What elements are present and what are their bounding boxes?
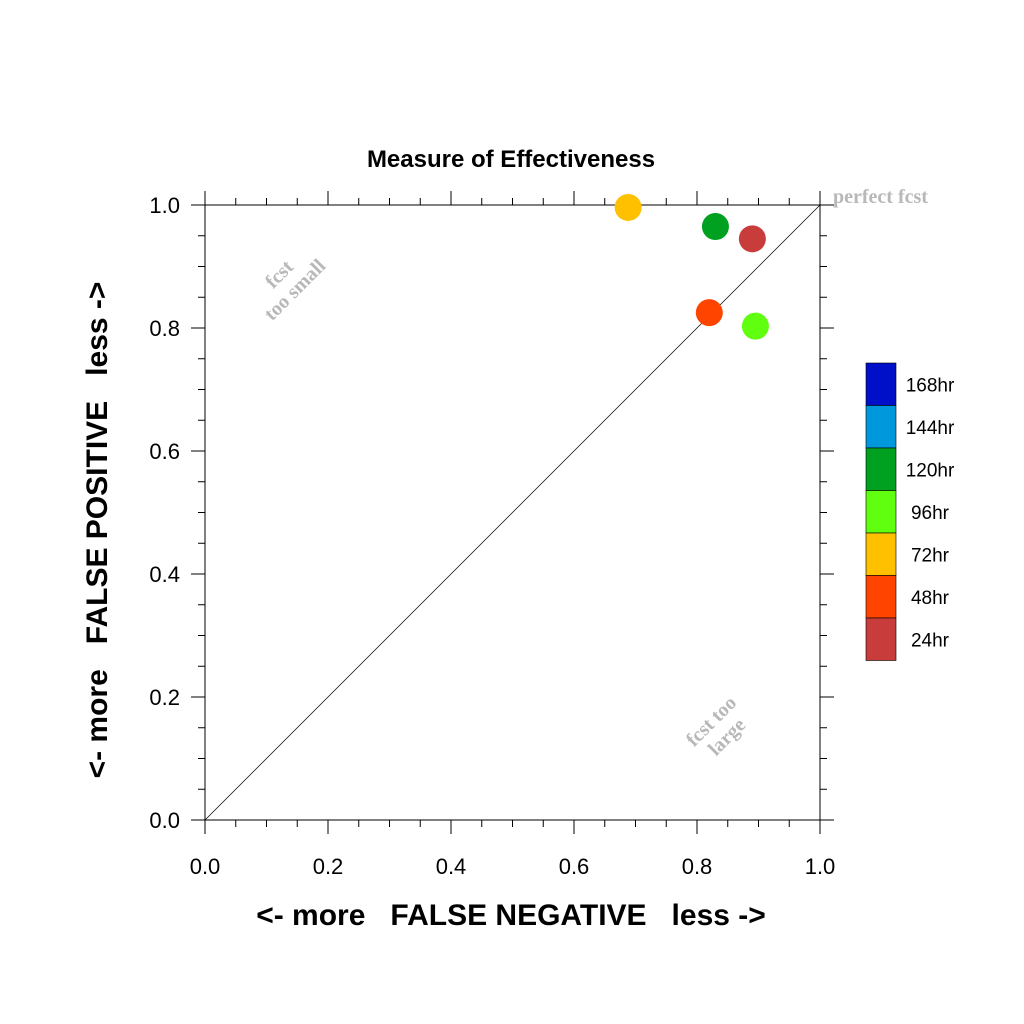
x-tick-label: 0.0 [190,854,221,879]
x-axis-title: <- more FALSE NEGATIVE less -> [256,899,766,932]
chart-title: Measure of Effectiveness [367,146,655,173]
y-tick-label: 0.6 [149,439,180,464]
point-120hr [701,213,729,241]
annotation-fcst-too-small: fcst too small [260,255,330,325]
annotation-fcst-too-large: fcst too large [682,692,750,760]
legend-swatch-120hr [865,447,897,491]
point-72hr [614,193,642,221]
point-96hr [741,312,769,340]
legend-swatch-144hr [865,405,897,449]
legend-swatch-96hr [865,490,897,534]
legend-swatch-168hr [865,362,897,406]
y-tick-label: 1.0 [149,193,180,218]
legend-label-96hr: 96hr [911,503,950,524]
legend-swatch-72hr [865,532,897,576]
legend-label-24hr: 24hr [911,630,950,651]
y-axis-title: <- more FALSE POSITIVE less -> [81,282,114,779]
annotation-perfect-fcst: perfect fcst [833,186,928,208]
data-points [614,193,769,340]
legend-label-48hr: 48hr [911,588,950,609]
point-48hr [695,299,723,327]
axis-ticks [191,191,834,834]
x-tick-label: 0.6 [559,854,590,879]
tick-labels: 0.0 0.2 0.4 0.6 0.8 1.0 0.0 0.2 0.4 0.6 0.8 1.0 [149,193,835,879]
legend-label-120hr: 120hr [906,460,955,481]
y-tick-label: 0.2 [149,685,180,710]
legend-label-168hr: 168hr [906,375,955,396]
y-tick-label: 0.0 [149,808,180,833]
x-tick-label: 0.4 [436,854,467,879]
legend-swatch-48hr [865,575,897,619]
annotation-too-small-line2: too small [260,255,330,325]
legend-label-144hr: 144hr [906,418,955,439]
point-24hr [738,225,766,253]
legend-label-72hr: 72hr [911,545,950,566]
legend-swatch-24hr [865,617,897,661]
x-tick-label: 1.0 [805,854,836,879]
legend: 168hr 144hr 120hr 96hr 72hr 48hr 24hr [865,362,955,661]
y-tick-label: 0.8 [149,316,180,341]
x-tick-label: 0.8 [682,854,713,879]
x-tick-label: 0.2 [313,854,344,879]
y-tick-label: 0.4 [149,562,180,587]
